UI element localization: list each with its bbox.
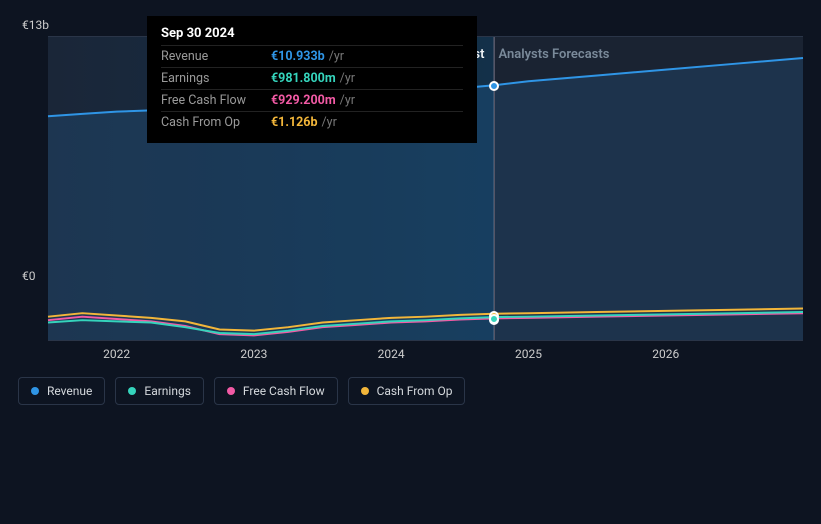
- financial-chart: Sep 30 2024 Revenue€10.933b/yrEarnings€9…: [0, 0, 821, 371]
- x-tick: 2024: [378, 347, 405, 361]
- tooltip-row-value: €981.800m: [271, 71, 336, 86]
- legend-dot-icon: [361, 387, 369, 395]
- x-tick: 2026: [652, 347, 679, 361]
- tooltip-row-value: €10.933b: [271, 49, 325, 64]
- hover-dot-earnings: [489, 314, 499, 324]
- tooltip-row-label: Revenue: [161, 49, 271, 64]
- tooltip-row: Revenue€10.933b/yr: [161, 45, 463, 67]
- x-tick: 2025: [515, 347, 542, 361]
- tooltip-row-label: Cash From Op: [161, 115, 271, 130]
- tooltip-row-unit: /yr: [340, 93, 355, 108]
- tooltip-row-unit: /yr: [329, 49, 344, 64]
- legend-label: Cash From Op: [377, 384, 453, 398]
- legend-dot-icon: [227, 387, 235, 395]
- x-tick: 2022: [103, 347, 130, 361]
- y-axis-min-label: €0: [22, 269, 36, 283]
- tooltip-row: Cash From Op€1.126b/yr: [161, 111, 463, 133]
- tooltip-row-label: Free Cash Flow: [161, 93, 271, 108]
- legend-label: Free Cash Flow: [243, 384, 325, 398]
- x-axis: 2022 2023 2024 2025 2026: [48, 341, 803, 371]
- x-tick: 2023: [240, 347, 267, 361]
- tooltip-row-unit: /yr: [322, 115, 337, 130]
- legend-item-revenue[interactable]: Revenue: [18, 377, 105, 405]
- tooltip-row-unit: /yr: [340, 71, 355, 86]
- legend-label: Earnings: [144, 384, 191, 398]
- legend-item-earnings[interactable]: Earnings: [115, 377, 204, 405]
- tooltip-rows: Revenue€10.933b/yrEarnings€981.800m/yrFr…: [161, 45, 463, 133]
- tooltip-row-value: €1.126b: [271, 115, 318, 130]
- hover-dot-revenue: [489, 81, 499, 91]
- tooltip-row-label: Earnings: [161, 71, 271, 86]
- legend-item-free_cash_flow[interactable]: Free Cash Flow: [214, 377, 338, 405]
- tooltip-row-value: €929.200m: [271, 93, 336, 108]
- chart-legend: Revenue Earnings Free Cash Flow Cash From O…: [0, 371, 821, 405]
- tooltip-date: Sep 30 2024: [161, 26, 463, 45]
- tooltip-row: Earnings€981.800m/yr: [161, 67, 463, 89]
- legend-label: Revenue: [47, 384, 92, 398]
- legend-dot-icon: [31, 387, 39, 395]
- legend-item-cash_from_op[interactable]: Cash From Op: [348, 377, 466, 405]
- hover-tooltip: Sep 30 2024 Revenue€10.933b/yrEarnings€9…: [147, 16, 477, 143]
- tooltip-row: Free Cash Flow€929.200m/yr: [161, 89, 463, 111]
- legend-dot-icon: [128, 387, 136, 395]
